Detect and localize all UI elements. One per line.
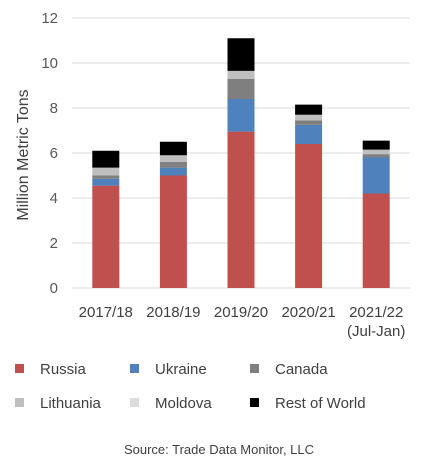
y-tick-label: 6 [50,145,58,162]
bar-segment-lithuania [362,149,390,155]
bar-segment-canada [227,78,255,99]
bar-segment-canada [362,154,390,158]
bar-segment-russia [362,193,390,288]
bar-segment-rest-of-world [362,140,390,150]
y-axis-ticks: 0 2 4 6 8 10 12 [41,10,58,297]
legend-swatch-rest-of-world [250,398,259,407]
bar-segment-rest-of-world [159,141,187,156]
legend-swatch-russia [15,364,24,373]
y-tick-label: 4 [50,190,58,207]
bar-segment-rest-of-world [92,150,120,168]
bar-segment-russia [92,185,120,288]
bar-segment-canada [159,162,187,168]
bar-segment-russia [295,144,323,288]
bar-segment-russia [159,175,187,288]
legend-label: Lithuania [40,395,102,412]
legend-swatch-ukraine [130,364,139,373]
x-tick-label: 2020/21 [281,304,335,321]
bar-segment-lithuania [295,114,323,121]
y-axis-title: Million Metric Tons [15,89,32,220]
source-note: Source: Trade Data Monitor, LLC [124,442,314,457]
bar-segment-lithuania [92,167,120,176]
x-tick-label: 2017/18 [79,304,133,321]
legend: Russia Ukraine Canada Lithuania Moldova Rest … [15,361,366,412]
x-axis-labels: 2017/18 2018/19 2019/20 2020/21 2021/22 (Jul-… [79,304,406,340]
bar-segment-canada [92,175,120,179]
bar-segment-ukraine [159,167,187,176]
bar-segment-ukraine [227,99,255,132]
y-tick-label: 12 [41,10,58,27]
x-tick-label: 2019/20 [214,304,268,321]
legend-label: Russia [40,361,87,378]
bar-segment-russia [227,131,255,288]
bar-segment-lithuania [227,70,255,79]
x-tick-label: 2018/19 [146,304,200,321]
bar-segment-rest-of-world [227,38,255,71]
y-tick-label: 8 [50,100,58,117]
legend-label: Moldova [155,395,212,412]
bar-segment-ukraine [295,124,323,144]
y-tick-label: 2 [50,235,58,252]
legend-label: Ukraine [155,361,207,378]
legend-swatch-canada [250,364,259,373]
legend-label: Canada [275,361,328,378]
y-tick-label: 10 [41,55,58,72]
bar-segment-ukraine [92,178,120,186]
bar-segment-canada [295,120,323,125]
legend-swatch-lithuania [15,398,24,407]
y-tick-label: 0 [50,280,58,297]
bar-segment-rest-of-world [295,104,323,115]
bar-segment-lithuania [159,155,187,162]
legend-label: Rest of World [275,395,366,412]
x-tick-label: 2021/22 (Jul-Jan) [347,304,405,340]
bars [92,38,390,288]
bar-segment-ukraine [362,157,390,194]
legend-swatch-moldova [130,398,139,407]
